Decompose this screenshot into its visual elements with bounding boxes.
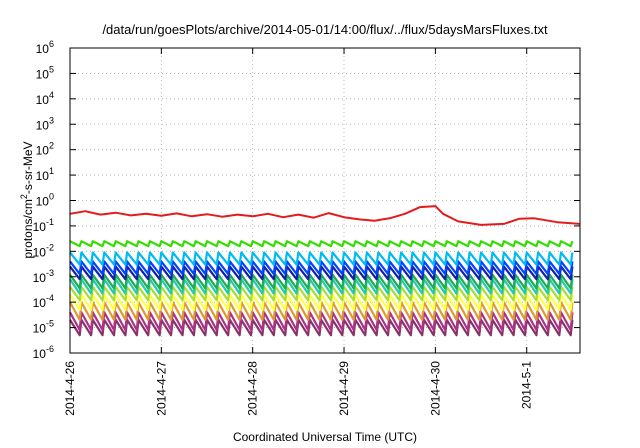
chart-title: /data/run/goesPlots/archive/2014-05-01/1… <box>102 22 548 37</box>
y-tick-label: 104 <box>36 90 54 107</box>
y-tick-label: 103 <box>36 115 54 132</box>
y-tick-label: 10-5 <box>33 319 54 336</box>
y-axis-label: protons/cm2-s-sr-MeV <box>19 141 35 258</box>
x-axis: 2014-4-26 2014-4-27 2014-4-28 2014-4-29 2014… <box>63 48 534 416</box>
y-tick-label: 100 <box>36 192 54 209</box>
y-axis: 10-6 10-5 10-4 10-3 10-2 10-1 100 101 102 103 104 1… <box>33 39 580 361</box>
y-tick-label: 10-3 <box>33 268 54 285</box>
x-axis-label: Coordinated Universal Time (UTC) <box>233 430 417 444</box>
grid <box>69 48 580 353</box>
x-tick-label: 2014-4-30 <box>428 361 442 416</box>
series-line-2 <box>69 240 574 248</box>
y-axis-label-superscript: 2 <box>19 194 29 199</box>
y-tick-label: 101 <box>36 166 54 183</box>
series-line-1 <box>69 205 581 226</box>
y-tick-label: 106 <box>36 39 54 56</box>
y-axis-label-prefix: protons/cm <box>21 199 35 258</box>
y-tick-label: 10-1 <box>33 217 54 234</box>
y-tick-label: 10-4 <box>33 293 54 310</box>
y-tick-label: 102 <box>36 141 54 158</box>
y-tick-label: 10-6 <box>33 344 54 361</box>
plot-area <box>69 205 581 337</box>
y-tick-label: 105 <box>36 64 54 81</box>
series-line-4 <box>69 260 574 275</box>
series-line-3 <box>69 251 574 266</box>
x-tick-label: 2014-4-28 <box>246 361 260 416</box>
x-tick-label: 2014-4-27 <box>154 361 168 416</box>
y-axis-label-suffix: -s-sr-MeV <box>21 141 35 194</box>
x-tick-label: 2014-4-29 <box>337 361 351 416</box>
y-tick-label: 10-2 <box>33 242 54 259</box>
x-tick-label: 2014-4-26 <box>63 361 77 416</box>
x-tick-label: 2014-5-1 <box>520 361 534 409</box>
